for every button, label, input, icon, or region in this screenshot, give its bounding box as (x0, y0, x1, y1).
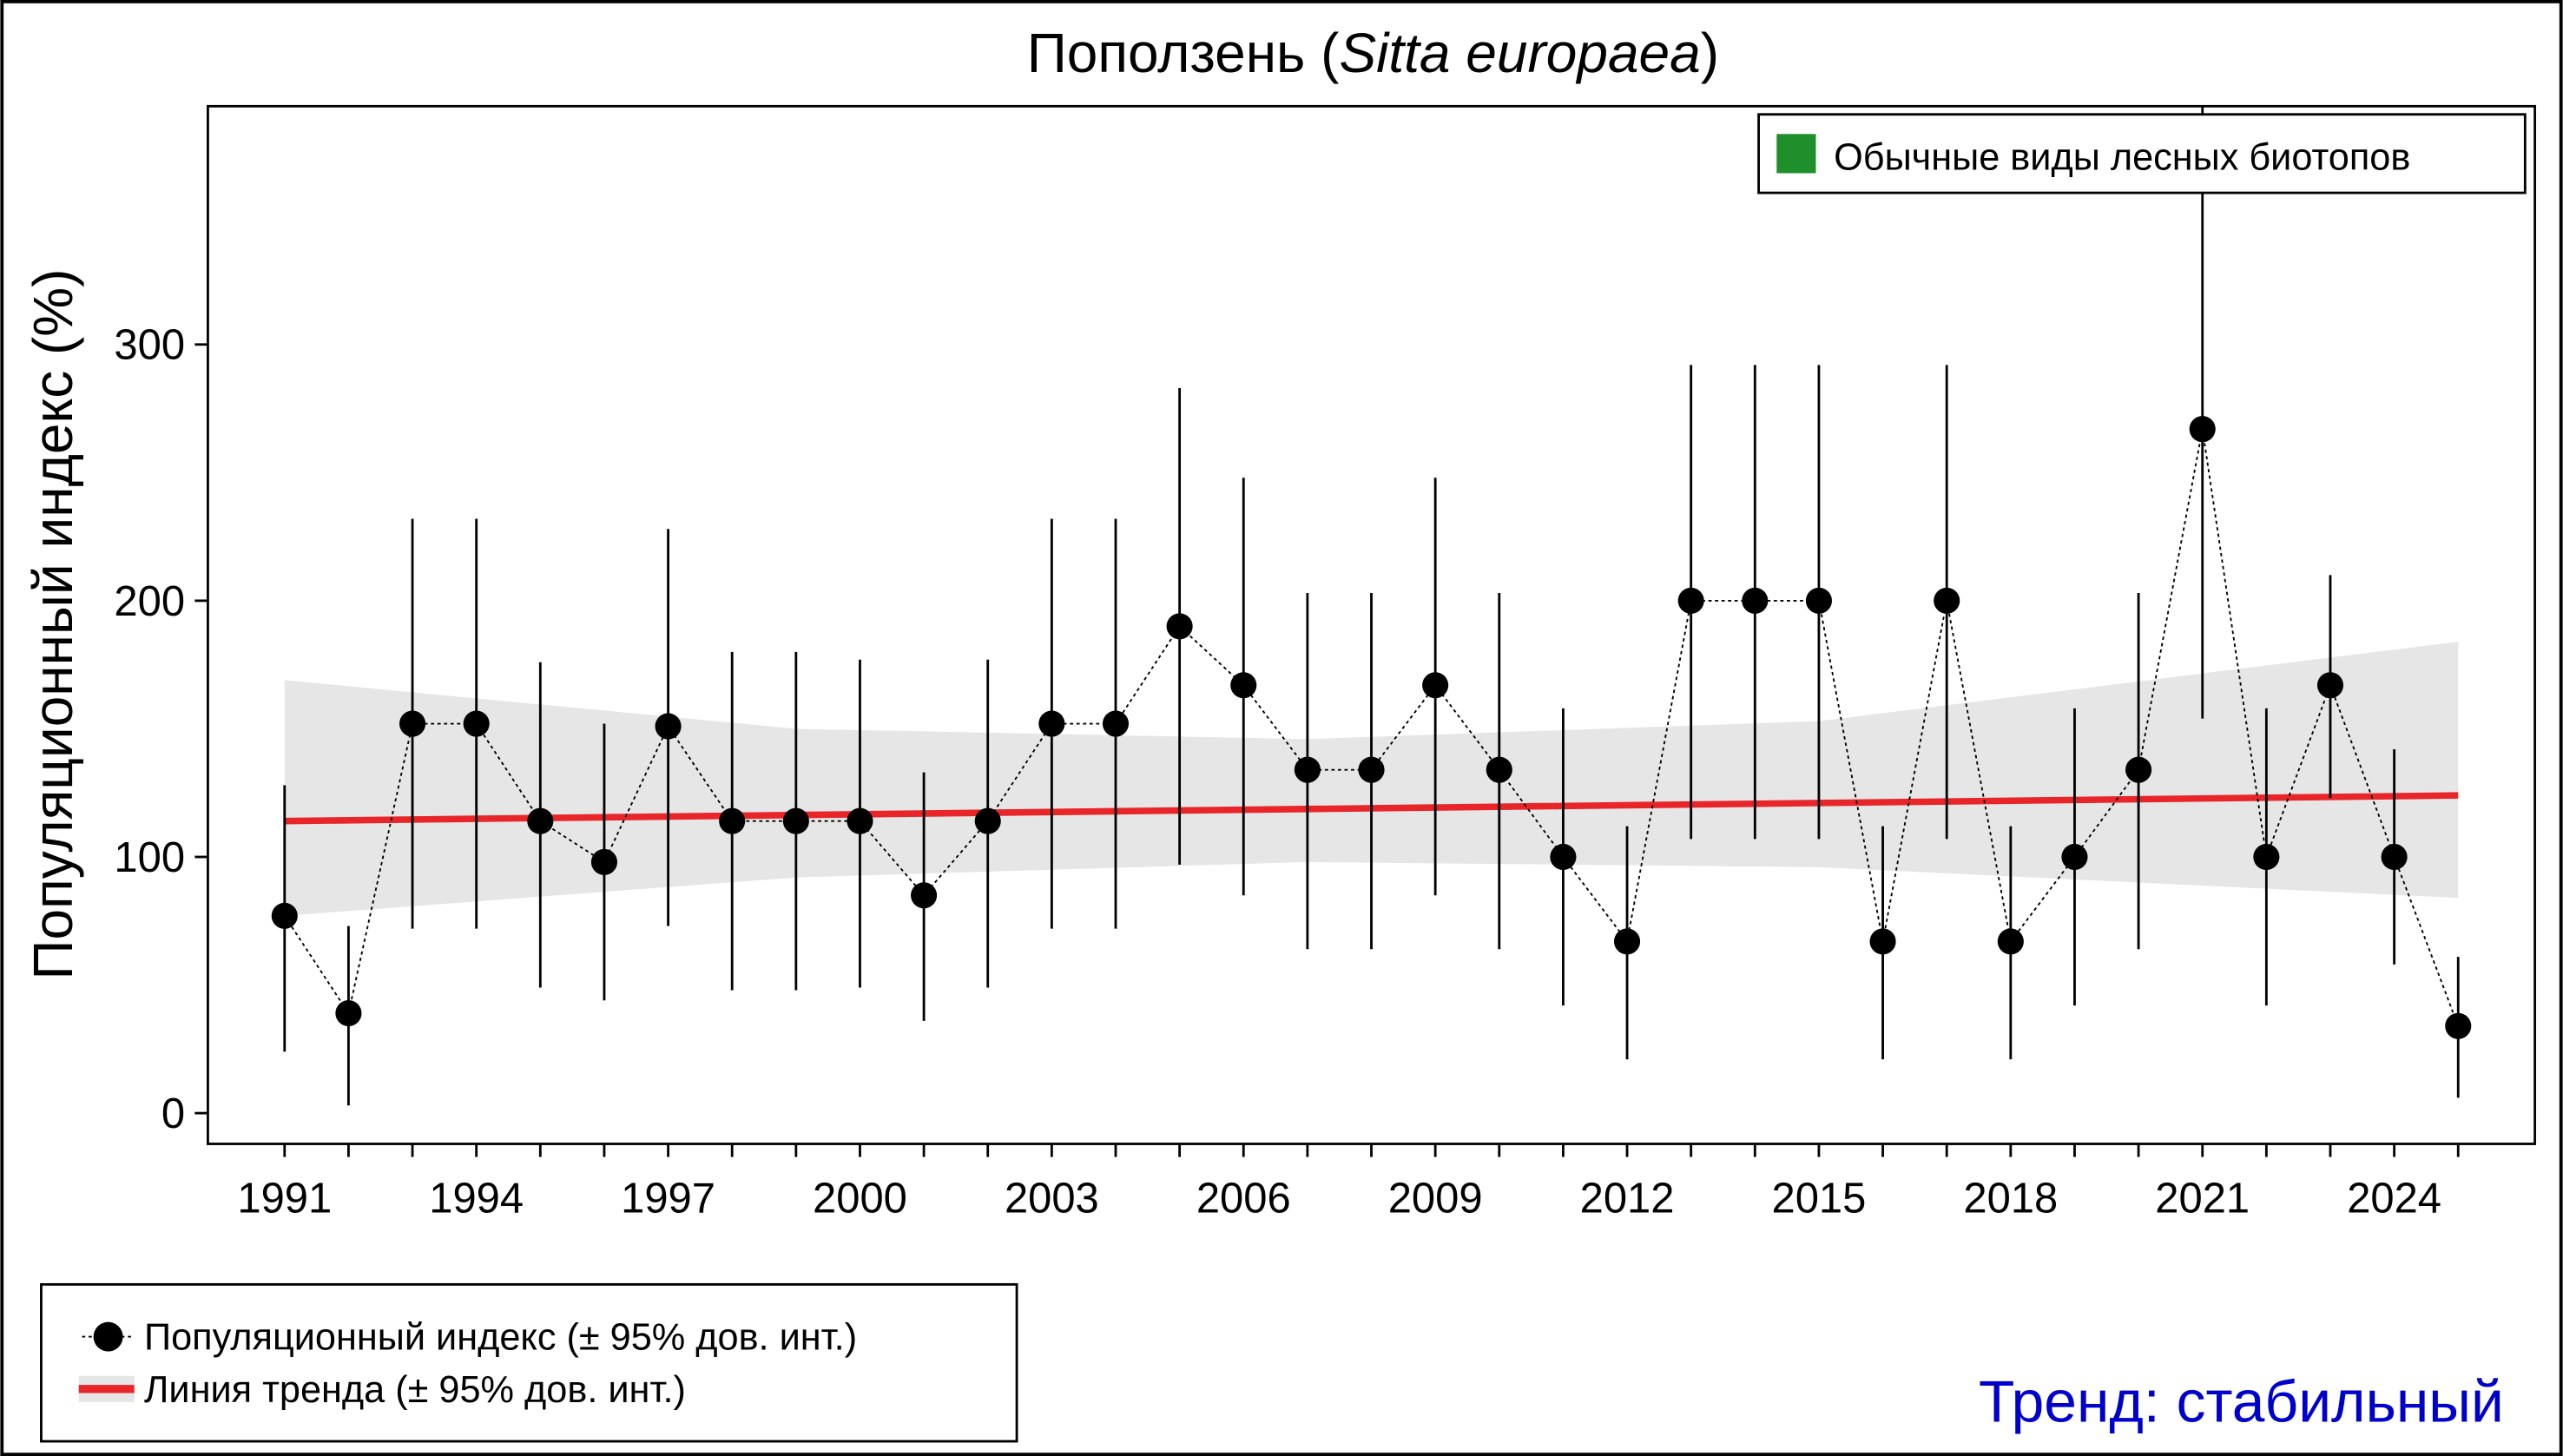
x-tick-label: 2015 (1772, 1176, 1867, 1222)
data-point-2001 (911, 882, 938, 909)
data-point-1998 (719, 807, 746, 834)
data-point-2000 (847, 807, 873, 834)
data-point-1992 (335, 999, 362, 1027)
x-tick-label: 1997 (621, 1176, 715, 1222)
group-legend-swatch (1776, 134, 1816, 174)
trend-annotation: Тренд: стабильный (1979, 1369, 2504, 1434)
y-tick-label: 300 (114, 322, 185, 369)
x-tick-label: 2018 (1963, 1176, 2058, 1222)
y-tick-label: 100 (114, 834, 185, 881)
data-point-2018 (1997, 928, 2024, 955)
chart-title: Поползень (Sitta europaea) (1027, 22, 1719, 84)
data-point-2023 (2316, 672, 2344, 699)
x-tick-label: 2024 (2347, 1176, 2441, 1222)
data-point-2015 (1805, 587, 1832, 614)
data-point-2024 (2381, 843, 2408, 871)
data-point-2004 (1102, 710, 1130, 737)
data-point-1999 (782, 807, 809, 834)
data-point-2017 (1934, 587, 1960, 614)
data-point-2009 (1422, 672, 1449, 699)
legend-trend-label: Линия тренда (± 95% дов. инт.) (144, 1369, 686, 1411)
data-point-2020 (2125, 756, 2152, 783)
data-point-2007 (1294, 756, 1321, 783)
x-tick-label: 2003 (1005, 1176, 1099, 1222)
data-point-1995 (527, 807, 554, 834)
data-point-2013 (1677, 587, 1704, 614)
data-point-2008 (1358, 756, 1385, 783)
data-point-2016 (1869, 928, 1896, 955)
data-point-1997 (655, 713, 682, 740)
data-point-2003 (1038, 710, 1065, 737)
x-tick-label: 2021 (2155, 1176, 2250, 1222)
data-point-2011 (1550, 843, 1577, 871)
data-point-2014 (1742, 587, 1769, 614)
legend-index-label: Популяционный индекс (± 95% дов. инт.) (144, 1317, 857, 1359)
data-point-2006 (1230, 672, 1257, 699)
data-point-2019 (2061, 843, 2088, 871)
data-point-1994 (463, 710, 490, 737)
plot-frame (207, 104, 2537, 1145)
x-tick-label: 2012 (1580, 1176, 1675, 1222)
data-point-2025 (2445, 1012, 2472, 1039)
x-tick-label: 2000 (813, 1176, 907, 1222)
data-point-1993 (399, 710, 426, 737)
y-tick-label: 200 (114, 578, 185, 625)
x-tick-label: 2009 (1388, 1176, 1483, 1222)
x-tick-label: 2006 (1196, 1176, 1291, 1222)
data-point-2005 (1166, 613, 1193, 640)
legend: Популяционный индекс (± 95% дов. инт.) Л… (40, 1282, 1018, 1443)
legend-box (40, 1282, 1018, 1443)
x-tick-label: 1994 (429, 1176, 524, 1222)
data-point-1996 (590, 848, 617, 875)
group-legend-box (1757, 113, 2527, 194)
y-axis-label: Популяционный индекс (%) (22, 269, 84, 980)
legend-index-marker (93, 1321, 123, 1352)
group-legend-label: Обычные виды лесных биотопов (1834, 137, 2410, 179)
data-point-2022 (2253, 843, 2280, 871)
data-point-2012 (1613, 928, 1641, 955)
data-point-2002 (974, 807, 1001, 834)
group-legend: Обычные виды лесных биотопов (1757, 113, 2527, 194)
data-point-2021 (2189, 416, 2216, 443)
data-point-2010 (1486, 756, 1512, 783)
x-tick-label: 1991 (237, 1176, 332, 1222)
data-point-1991 (271, 902, 298, 929)
y-tick-label: 0 (161, 1090, 185, 1137)
